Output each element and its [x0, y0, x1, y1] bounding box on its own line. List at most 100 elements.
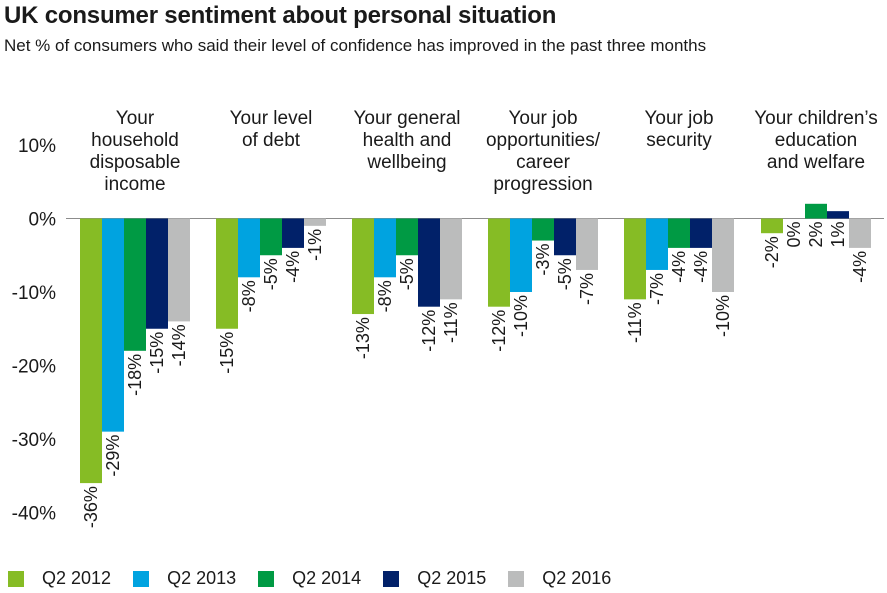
bar [80, 218, 102, 484]
category-label: income [104, 174, 165, 195]
data-label: -5% [261, 258, 281, 290]
legend-swatch [508, 570, 525, 587]
category-label: Your general [353, 108, 460, 129]
data-label: 1% [828, 222, 848, 248]
bar [260, 218, 282, 256]
category-label: Your children’s [754, 108, 878, 129]
bar [849, 218, 871, 248]
legend-swatch [8, 570, 24, 587]
data-label: 0% [784, 222, 804, 248]
legend-label: Q2 2014 [292, 568, 362, 588]
data-label: -4% [691, 251, 711, 283]
data-label: -1% [305, 229, 325, 261]
category-label: household [91, 130, 179, 151]
data-label: -7% [577, 273, 597, 305]
data-label: -10% [713, 295, 733, 337]
bar [304, 218, 326, 226]
bar [805, 203, 827, 219]
legend-swatch [133, 570, 150, 587]
y-tick-label: -30% [12, 430, 56, 451]
bar [510, 218, 532, 292]
bar [282, 218, 304, 248]
data-label: -11% [441, 302, 461, 343]
legend-label: Q2 2015 [417, 568, 487, 588]
chart-title: UK consumer sentiment about personal sit… [4, 2, 557, 29]
data-label: -12% [489, 310, 509, 352]
bar [554, 218, 576, 256]
legend-item: Q2 2012 [8, 568, 111, 589]
chart-subtitle: Net % of consumers who said their level … [4, 36, 707, 55]
data-label: -2% [762, 236, 782, 268]
bar [418, 218, 440, 307]
bar [827, 211, 849, 219]
data-label: 2% [806, 222, 826, 248]
legend-item: Q2 2015 [383, 568, 486, 589]
data-label: -8% [375, 280, 395, 312]
legend-label: Q2 2016 [542, 568, 612, 588]
bar [690, 218, 712, 248]
legend-swatch [258, 570, 275, 587]
data-label: -12% [419, 310, 439, 352]
bar [168, 218, 190, 322]
category-label: opportunities/ [486, 130, 601, 151]
bar [576, 218, 598, 270]
category-label: career [516, 152, 571, 173]
category-label: Your [116, 108, 155, 129]
data-label: -11% [625, 302, 645, 343]
category-label: wellbeing [366, 152, 446, 173]
category-label: education [775, 130, 857, 151]
category-label: of debt [242, 130, 301, 151]
data-label: -29% [103, 435, 123, 477]
bar [374, 218, 396, 278]
bar [352, 218, 374, 315]
category-label: progression [493, 174, 592, 195]
data-label: -4% [283, 251, 303, 283]
category-label: disposable [90, 152, 181, 173]
y-tick-label: -10% [12, 283, 56, 304]
chart-legend: Q2 2012 Q2 2013 Q2 2014 Q2 2015 Q2 2016 [8, 568, 633, 589]
data-label: -18% [125, 354, 145, 396]
bar [440, 218, 462, 300]
y-tick-label: 10% [18, 136, 56, 157]
category-label: and welfare [767, 152, 865, 173]
data-label: -4% [850, 251, 870, 283]
data-label: -4% [669, 251, 689, 283]
bar [124, 218, 146, 351]
bar [532, 218, 554, 241]
bar [712, 218, 734, 292]
category-label: health and [363, 130, 452, 151]
category-label: security [646, 130, 712, 151]
data-label: -5% [397, 258, 417, 290]
legend-item: Q2 2013 [133, 568, 236, 589]
data-label: -7% [647, 273, 667, 305]
y-tick-label: -20% [12, 357, 56, 378]
bar [646, 218, 668, 270]
data-label: -36% [81, 486, 101, 528]
category-label: Your job [644, 108, 713, 129]
data-label: -14% [169, 324, 189, 366]
data-label: -5% [555, 258, 575, 290]
legend-item: Q2 2016 [508, 568, 611, 589]
bar [216, 218, 238, 329]
data-label: -13% [353, 317, 373, 359]
bar [488, 218, 510, 307]
bar-chart: 10% 0% -10% -20% -30% -40% Yourhouseholddispos… [12, 108, 884, 528]
data-label: -15% [147, 332, 167, 374]
bar [624, 218, 646, 300]
bar [396, 218, 418, 256]
category-label: Your job [508, 108, 577, 129]
legend-swatch [383, 570, 400, 587]
bar [238, 218, 260, 278]
legend-label: Q2 2012 [42, 568, 112, 588]
legend-item: Q2 2014 [258, 568, 361, 589]
bar [102, 218, 124, 432]
bar [146, 218, 168, 329]
bar [761, 218, 783, 234]
y-tick-label: -40% [12, 504, 56, 525]
data-label: -3% [533, 244, 553, 276]
y-tick-label: 0% [29, 210, 57, 231]
data-label: -10% [511, 295, 531, 337]
category-label: Your level [230, 108, 313, 129]
legend-label: Q2 2013 [167, 568, 237, 588]
data-label: -8% [239, 280, 259, 312]
